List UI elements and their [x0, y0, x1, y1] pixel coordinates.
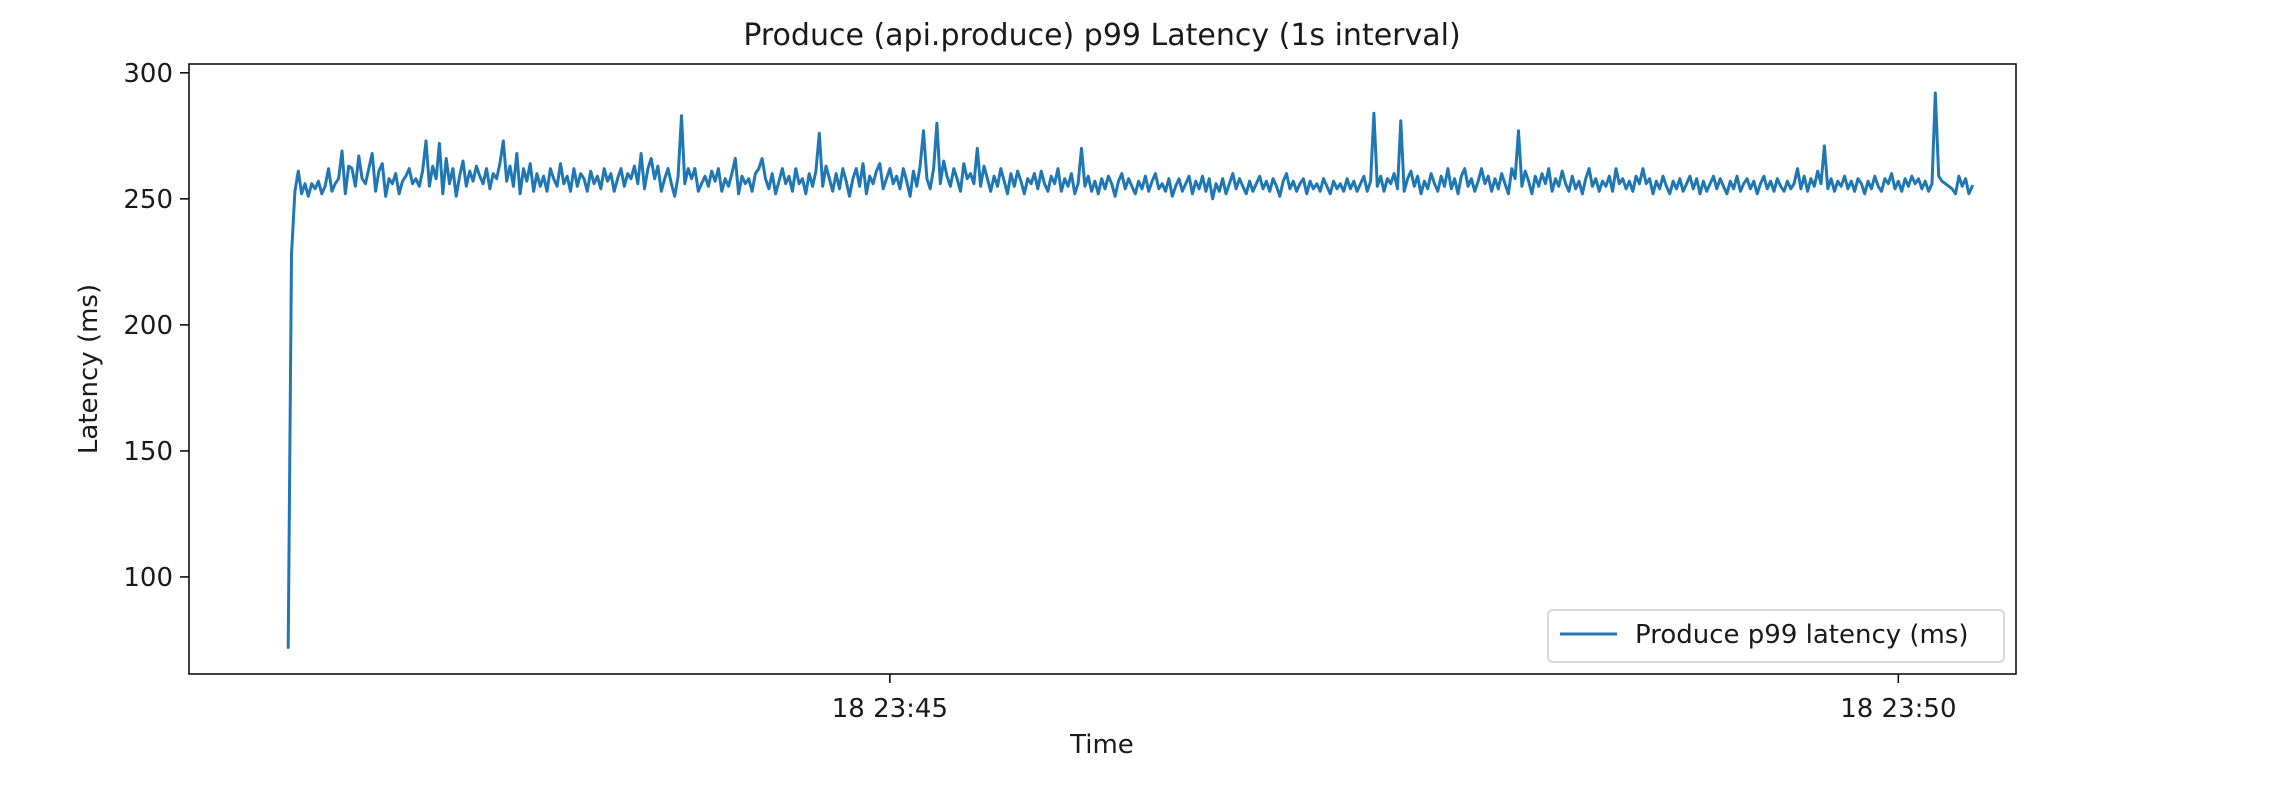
- chart-title: Produce (api.produce) p99 Latency (1s in…: [743, 18, 1460, 53]
- y-tick-label: 300: [123, 59, 173, 89]
- y-axis-label: Latency (ms): [74, 284, 104, 454]
- legend-label: Produce p99 latency (ms): [1635, 620, 1969, 650]
- y-tick-label: 200: [123, 311, 173, 341]
- y-tick-label: 250: [123, 185, 173, 215]
- y-axis: 100 150 200 250 300: [123, 59, 189, 593]
- series-line-produce-p99: [286, 91, 1974, 649]
- x-tick-label: 18 23:45: [832, 694, 948, 724]
- legend-box: [1547, 609, 2005, 663]
- plot-area-frame: [188, 63, 2017, 675]
- y-tick-label: 100: [123, 563, 173, 593]
- x-tick-label: 18 23:50: [1840, 694, 1956, 724]
- y-tick-label: 150: [123, 437, 173, 467]
- legend: Produce p99 latency (ms): [1547, 609, 2005, 663]
- x-axis: 18 23:45 18 23:50: [832, 674, 1956, 724]
- x-axis-label: Time: [1069, 730, 1134, 760]
